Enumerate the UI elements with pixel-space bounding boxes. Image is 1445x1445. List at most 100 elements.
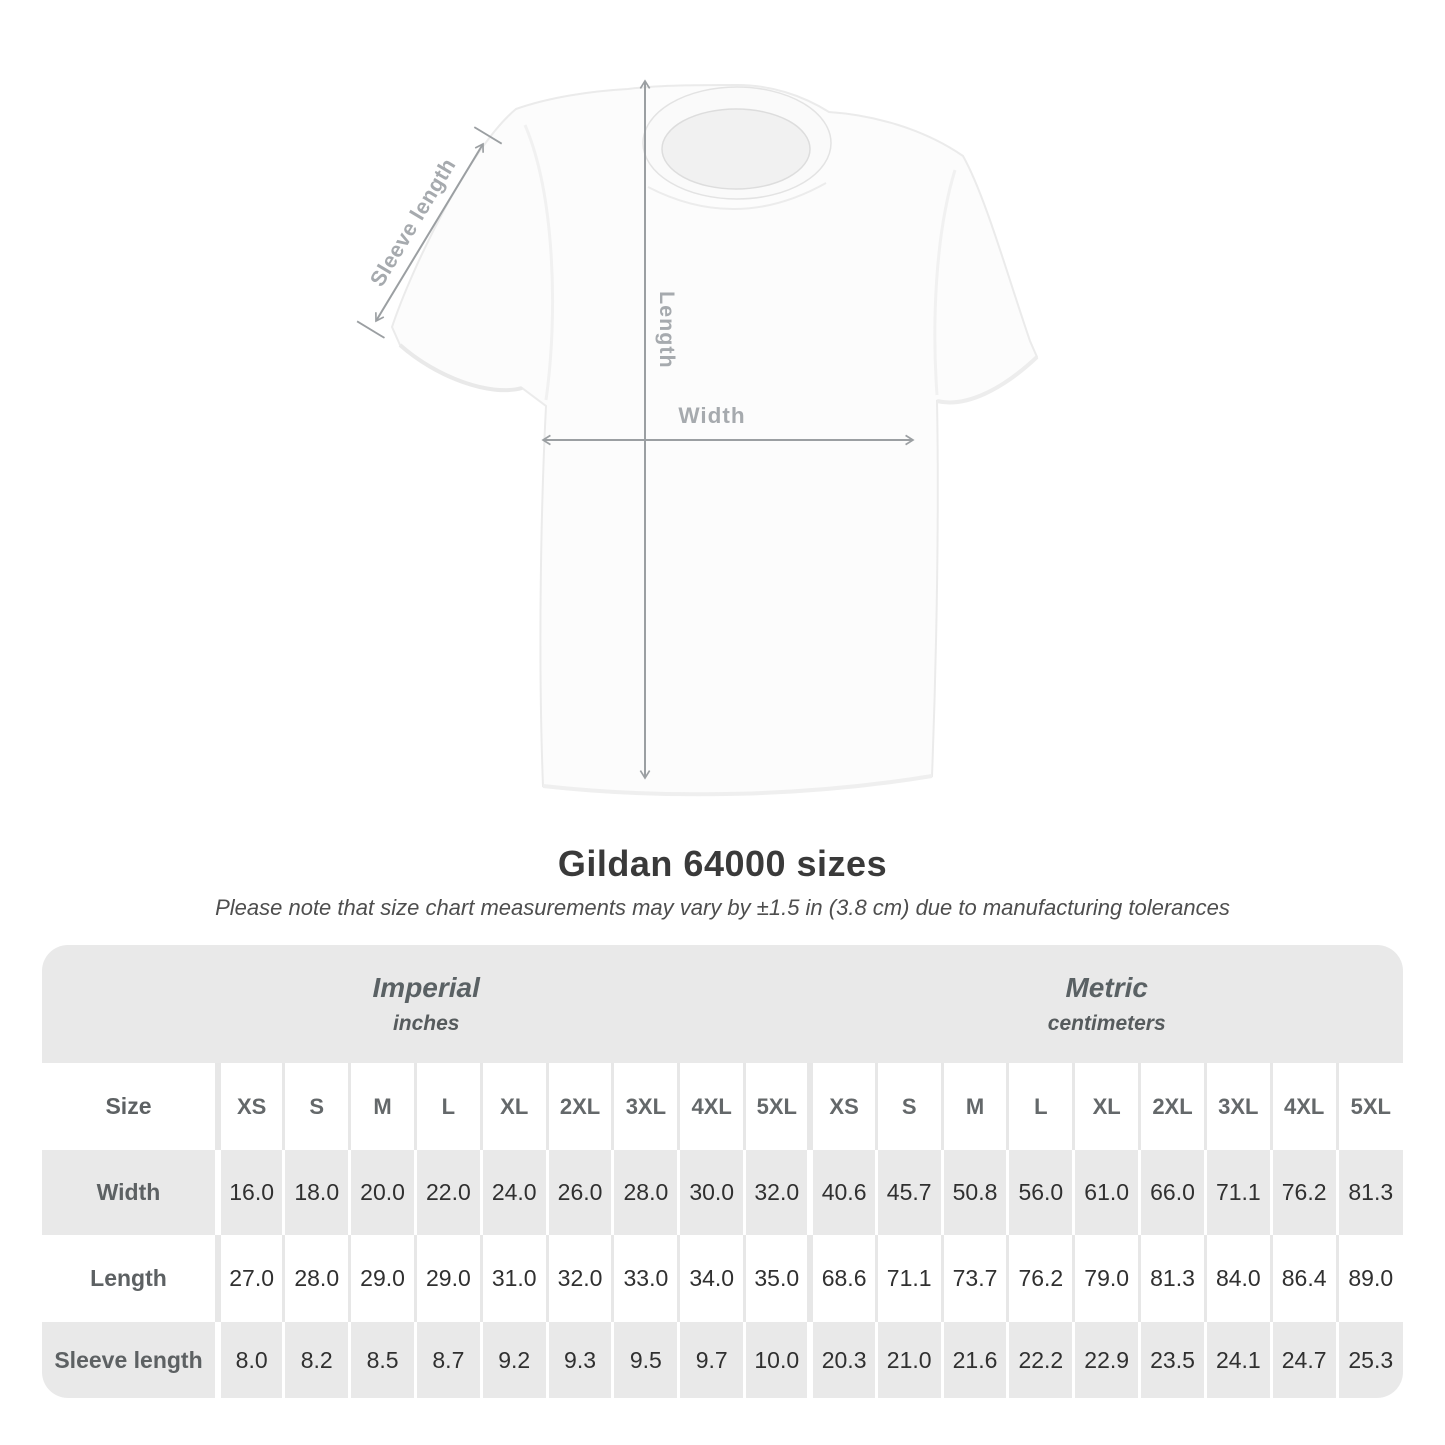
- imperial-sublabel: inches: [392, 1011, 460, 1035]
- cell-length-imperial-3xl: 33.0: [611, 1235, 679, 1322]
- cell-sleeve-length-imperial-xl: 9.2: [479, 1322, 548, 1398]
- cell-length-metric-m: 73.7: [940, 1235, 1008, 1322]
- unit-header-imperial: Imperial inches: [42, 945, 811, 1063]
- collar-opening: [661, 108, 811, 190]
- table-row-sleeve-length: Sleeve length 8.0 8.2 8.5 8.7 9.2 9.3 9.5 9.7 10.…: [42, 1322, 1403, 1398]
- table-row-width: Width 16.0 18.0 20.0 22.0 24.0 26.0 28.0 30.0 32.…: [42, 1150, 1403, 1235]
- cell-length-imperial-2xl: 32.0: [545, 1235, 613, 1322]
- cell-width-metric-4xl: 76.2: [1269, 1150, 1338, 1235]
- collar-seam: [647, 182, 827, 210]
- cell-length-metric-3xl: 84.0: [1203, 1235, 1272, 1322]
- cell-length-metric-2xl: 81.3: [1138, 1235, 1206, 1322]
- cell-width-metric-l: 56.0: [1006, 1150, 1074, 1235]
- cell-sleeve-length-metric-3xl: 24.1: [1203, 1322, 1272, 1398]
- row-label-length: Length: [90, 1265, 167, 1291]
- right-cuff-shading: [936, 355, 1039, 405]
- size-header-metric-xl: XL: [1072, 1063, 1140, 1150]
- row-label-sleeve-length: Sleeve length: [54, 1346, 203, 1373]
- cell-length-metric-l: 76.2: [1006, 1235, 1074, 1322]
- cell-width-metric-m: 50.8: [940, 1150, 1008, 1235]
- cell-width-metric-2xl: 66.0: [1138, 1150, 1206, 1235]
- cell-sleeve-length-metric-2xl: 23.5: [1138, 1322, 1206, 1398]
- cell-width-imperial-4xl: 30.0: [677, 1150, 745, 1235]
- cell-width-imperial-5xl: 32.0: [743, 1150, 811, 1235]
- cell-width-imperial-2xl: 26.0: [545, 1150, 613, 1235]
- cell-sleeve-length-metric-5xl: 25.3: [1335, 1322, 1403, 1398]
- cell-sleeve-length-metric-s: 21.0: [874, 1322, 943, 1398]
- size-header-metric-m: M: [940, 1063, 1008, 1150]
- cell-width-metric-xl: 61.0: [1072, 1150, 1140, 1235]
- cell-sleeve-length-imperial-xs: 8.0: [214, 1322, 284, 1398]
- cell-length-metric-5xl: 89.0: [1335, 1235, 1403, 1322]
- unit-header-metric: Metric centimeters: [810, 945, 1403, 1063]
- size-table-container: Imperial inches Metric centimeters Size …: [42, 945, 1403, 1398]
- size-header-row: Size XS S M L XL 2XL 3XL 4XL 5XL XS S M L XL 2XL 3XL 4XL…: [42, 1063, 1403, 1150]
- imperial-label: Imperial: [372, 972, 480, 1004]
- cell-width-imperial-xs: 16.0: [214, 1150, 284, 1235]
- size-header-imperial-xl: XL: [479, 1063, 548, 1150]
- table-row-length: Length 27.0 28.0 29.0 29.0 31.0 32.0 33.0 34.0 35…: [42, 1235, 1403, 1322]
- cell-length-metric-xl: 79.0: [1072, 1235, 1140, 1322]
- length-label: Length: [655, 291, 679, 369]
- page-title: Gildan 64000 sizes: [557, 843, 888, 884]
- metric-label: Metric: [1065, 972, 1148, 1004]
- cell-sleeve-length-metric-m: 21.6: [940, 1322, 1008, 1398]
- cell-width-metric-3xl: 71.1: [1203, 1150, 1272, 1235]
- measurement-rows: Width 16.0 18.0 20.0 22.0 24.0 26.0 28.0 30.0 32.…: [42, 1150, 1403, 1398]
- width-label: Width: [678, 403, 745, 428]
- cell-width-metric-s: 45.7: [874, 1150, 943, 1235]
- left-armhole-seam: [523, 124, 555, 401]
- cell-sleeve-length-metric-4xl: 24.7: [1269, 1322, 1338, 1398]
- right-armhole-seam: [933, 169, 957, 396]
- cell-length-metric-xs: 68.6: [807, 1235, 877, 1322]
- cell-length-imperial-xl: 31.0: [479, 1235, 548, 1322]
- cell-length-imperial-5xl: 35.0: [743, 1235, 811, 1322]
- size-column-header: Size: [105, 1093, 152, 1119]
- size-header-imperial-s: S: [282, 1063, 350, 1150]
- size-header-imperial-4xl: 4XL: [677, 1063, 745, 1150]
- cell-length-imperial-s: 28.0: [282, 1235, 350, 1322]
- cell-length-imperial-4xl: 34.0: [677, 1235, 745, 1322]
- size-table: Imperial inches Metric centimeters Size …: [42, 945, 1403, 1398]
- size-header-imperial-2xl: 2XL: [545, 1063, 613, 1150]
- cell-width-metric-xs: 40.6: [807, 1150, 877, 1235]
- cell-sleeve-length-imperial-l: 8.7: [413, 1322, 482, 1398]
- cell-length-imperial-m: 29.0: [348, 1235, 416, 1322]
- left-cuff-shading: [398, 343, 523, 393]
- tolerance-note: Please note that size chart measurements…: [215, 895, 1230, 920]
- sleeve-arrow-end-tick-bottom: [356, 320, 385, 339]
- size-header-metric-3xl: 3XL: [1203, 1063, 1272, 1150]
- measurement-arrows: [356, 79, 915, 780]
- size-header-metric-4xl: 4XL: [1269, 1063, 1338, 1150]
- metric-sublabel: centimeters: [1047, 1011, 1166, 1035]
- unit-header-row: Imperial inches Metric centimeters: [42, 945, 1403, 1063]
- size-header-metric-5xl: 5XL: [1335, 1063, 1403, 1150]
- cell-width-imperial-s: 18.0: [282, 1150, 350, 1235]
- cell-width-imperial-3xl: 28.0: [611, 1150, 679, 1235]
- tshirt-measurement-diagram: Sleeve length Length Width: [356, 79, 1039, 797]
- size-header-metric-2xl: 2XL: [1138, 1063, 1206, 1150]
- sleeve-arrow-end-tick-top: [473, 126, 503, 145]
- size-header-imperial-l: L: [413, 1063, 482, 1150]
- cell-sleeve-length-imperial-5xl: 10.0: [743, 1322, 811, 1398]
- cell-sleeve-length-imperial-s: 8.2: [282, 1322, 350, 1398]
- cell-length-metric-s: 71.1: [874, 1235, 943, 1322]
- cell-width-metric-5xl: 81.3: [1335, 1150, 1403, 1235]
- size-header-metric-s: S: [874, 1063, 943, 1150]
- cell-sleeve-length-metric-xl: 22.9: [1072, 1322, 1140, 1398]
- cell-sleeve-length-imperial-m: 8.5: [348, 1322, 416, 1398]
- size-header-metric-xs: XS: [807, 1063, 877, 1150]
- cell-sleeve-length-imperial-2xl: 9.3: [545, 1322, 613, 1398]
- row-label-width: Width: [96, 1179, 161, 1205]
- cell-length-metric-4xl: 86.4: [1269, 1235, 1338, 1322]
- cell-sleeve-length-imperial-3xl: 9.5: [611, 1322, 679, 1398]
- size-header-imperial-3xl: 3XL: [611, 1063, 679, 1150]
- cell-sleeve-length-metric-xs: 20.3: [807, 1322, 877, 1398]
- cell-length-imperial-xs: 27.0: [214, 1235, 284, 1322]
- size-header-metric-l: L: [1006, 1063, 1074, 1150]
- cell-sleeve-length-metric-l: 22.2: [1006, 1322, 1074, 1398]
- size-header-imperial-5xl: 5XL: [743, 1063, 811, 1150]
- size-header-imperial-m: M: [348, 1063, 416, 1150]
- cell-width-imperial-l: 22.0: [413, 1150, 482, 1235]
- cell-width-imperial-m: 20.0: [348, 1150, 416, 1235]
